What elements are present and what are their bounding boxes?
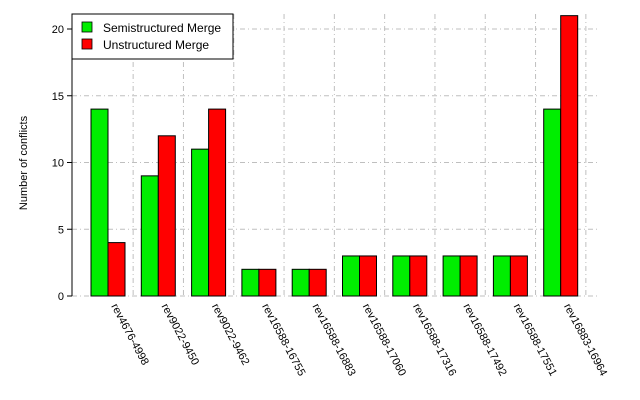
x-tick-label: rev16588-16755 xyxy=(259,302,307,378)
bar-unstructured xyxy=(308,268,327,297)
bar-semistructured xyxy=(392,255,411,297)
y-axis-label: Number of conflicts xyxy=(18,115,30,210)
x-tick-label: rev16588-16883 xyxy=(310,302,358,378)
x-tick-label: rev9022-9462 xyxy=(209,302,251,368)
y-ticks: 0 5 10 15 20 xyxy=(52,24,72,303)
bar-unstructured xyxy=(359,255,377,297)
bar-unstructured xyxy=(560,15,579,297)
bar-semistructured xyxy=(140,175,159,297)
y-tick-label: 10 xyxy=(52,158,64,170)
bar-unstructured xyxy=(107,242,126,297)
legend-label-unstructured: Unstructured Merge xyxy=(103,38,209,52)
legend-box xyxy=(71,13,234,60)
y-tick-label: 15 xyxy=(52,91,64,103)
bar-semistructured xyxy=(291,268,310,297)
y-tick-label: 5 xyxy=(58,224,64,236)
bar-unstructured xyxy=(459,255,478,297)
legend-label-semistructured: Semistructured Merge xyxy=(103,21,221,35)
x-tick-label: rev16588-17551 xyxy=(511,302,559,378)
bar-semistructured xyxy=(90,108,109,297)
bar-unstructured xyxy=(157,135,176,297)
bar-semistructured xyxy=(543,108,562,297)
bar-semistructured xyxy=(342,255,360,297)
bar-semistructured xyxy=(191,148,210,297)
x-tick-label: rev16588-17316 xyxy=(410,302,458,378)
bar-unstructured xyxy=(258,268,277,297)
bars xyxy=(90,15,579,297)
bar-unstructured xyxy=(208,108,227,297)
legend-swatch-semistructured xyxy=(81,21,93,33)
bar-semistructured xyxy=(442,255,461,297)
x-tick-label: rev4676-4998 xyxy=(108,302,150,368)
y-tick-label: 20 xyxy=(52,24,64,36)
bar-semistructured xyxy=(492,255,511,297)
x-tick-label: rev16588-17492 xyxy=(460,302,508,378)
x-tick-label: rev16588-17060 xyxy=(360,302,408,378)
bar-semistructured xyxy=(241,268,260,297)
y-tick-label: 0 xyxy=(58,291,64,303)
x-tick-labels: rev4676-4998 rev9022-9450 rev9022-9462 rev1… xyxy=(108,302,609,378)
legend: Semistructured Merge Unstructured Merge xyxy=(71,13,234,60)
bar-unstructured xyxy=(409,255,428,297)
x-tick-label: rev16883-16964 xyxy=(561,302,609,378)
bar-unstructured xyxy=(509,255,528,297)
x-tick-label: rev9022-9450 xyxy=(159,302,201,368)
legend-swatch-unstructured xyxy=(81,38,93,50)
